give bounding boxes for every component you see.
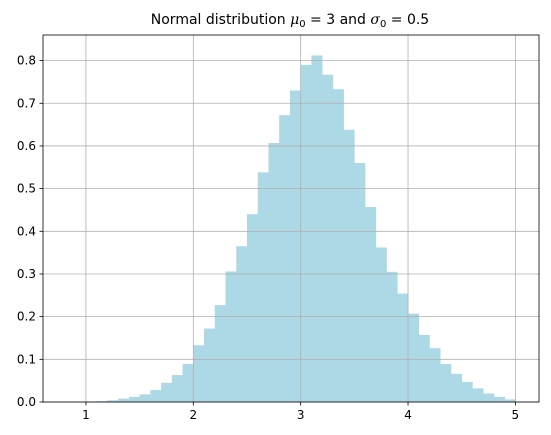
histogram-bar xyxy=(279,115,291,402)
title-sigma: σ xyxy=(370,12,380,28)
chart-title: Normal distribution μ0 = 3 and σ0 = 0.5 xyxy=(151,12,429,30)
histogram-bar xyxy=(236,246,248,402)
axis-ticks xyxy=(39,60,516,406)
tick-labels: 1 2 3 4 5 0.0 0.1 0.2 0.3 0.4 0.5 0.6 0.7 0.8 xyxy=(17,54,519,422)
histogram-bar xyxy=(343,129,355,403)
histogram-bar xyxy=(182,364,194,402)
histogram-bar xyxy=(483,393,495,402)
histogram-bar xyxy=(257,172,269,402)
histogram-bar xyxy=(193,345,205,402)
y-tick-label: 0.3 xyxy=(17,267,36,281)
y-tick-label: 0.7 xyxy=(17,96,36,110)
title-prefix: Normal distribution xyxy=(151,12,290,28)
title-sigma-value: = 0.5 xyxy=(386,12,429,28)
y-tick-label: 0.5 xyxy=(17,182,36,196)
histogram-bar xyxy=(96,401,108,402)
x-tick-label: 5 xyxy=(512,408,520,422)
title-sigma-subscript: 0 xyxy=(380,19,386,30)
histogram-bar xyxy=(375,247,387,402)
histogram-bars xyxy=(64,55,516,403)
x-tick-label: 4 xyxy=(404,408,412,422)
y-tick-label: 0.8 xyxy=(17,54,36,68)
x-tick-label: 3 xyxy=(297,408,305,422)
histogram-bar xyxy=(450,373,463,402)
histogram-bar xyxy=(493,396,505,402)
histogram-bar xyxy=(161,382,173,402)
histogram-bar xyxy=(418,335,430,402)
y-tick-label: 0.0 xyxy=(17,395,36,409)
y-tick-label: 0.1 xyxy=(17,352,36,366)
histogram-bar xyxy=(354,163,366,402)
histogram-bar xyxy=(118,398,130,402)
histogram-bar xyxy=(300,64,312,403)
histogram-bar xyxy=(150,390,162,402)
histogram-bar xyxy=(461,381,473,402)
y-tick-label: 0.6 xyxy=(17,139,36,153)
histogram-bar xyxy=(311,55,323,402)
title-mu-subscript: 0 xyxy=(299,19,305,30)
histogram-bar xyxy=(204,328,216,402)
grid-lines-overlay xyxy=(43,35,539,403)
histogram-bar xyxy=(397,293,409,402)
x-tick-label: 1 xyxy=(82,408,90,422)
plot-frame xyxy=(42,34,540,403)
y-tick-label: 0.4 xyxy=(17,224,36,238)
histogram-bar xyxy=(128,396,140,402)
histogram-bar xyxy=(268,142,280,402)
histogram-bar xyxy=(429,348,441,402)
histogram-bar xyxy=(171,375,183,402)
x-tick-label: 2 xyxy=(189,408,197,422)
histogram-bar xyxy=(139,394,151,402)
histogram-bar xyxy=(365,206,377,402)
histogram-bar xyxy=(214,305,226,402)
histogram-bar xyxy=(107,400,119,402)
histogram-bar xyxy=(289,90,301,402)
histogram-bar xyxy=(408,313,420,402)
y-tick-label: 0.2 xyxy=(17,310,36,324)
histogram-bar xyxy=(225,271,237,402)
histogram-bar xyxy=(332,89,344,402)
histogram-bar xyxy=(246,214,259,402)
histogram-bar xyxy=(472,388,484,402)
histogram-bar xyxy=(322,74,334,402)
histogram-bar xyxy=(386,271,398,402)
title-mu: μ xyxy=(290,12,299,28)
histogram-bar xyxy=(440,364,452,402)
title-mu-value: = 3 and xyxy=(306,12,371,28)
histogram-bar xyxy=(504,399,516,402)
